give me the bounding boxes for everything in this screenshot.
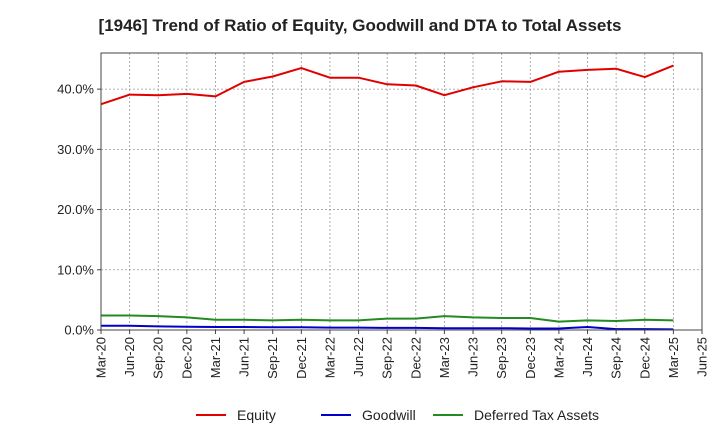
- x-tick-label: Sep-23: [494, 337, 509, 379]
- chart-title: [1946] Trend of Ratio of Equity, Goodwil…: [99, 16, 622, 35]
- y-tick-label: 10.0%: [57, 262, 94, 277]
- legend-label-equity: Equity: [237, 407, 276, 423]
- plot-area: [100, 52, 703, 331]
- y-tick-label: 20.0%: [57, 202, 94, 217]
- x-tick-label: Dec-23: [523, 337, 538, 379]
- y-axis: 0.0% 10.0% 20.0% 30.0% 40.0%: [57, 82, 101, 338]
- series-line-deferred-tax-assets: [101, 314, 674, 323]
- x-tick-label: Jun-20: [122, 337, 137, 377]
- x-tick-label: Jun-23: [466, 337, 481, 377]
- x-tick-label: Sep-24: [609, 337, 624, 379]
- x-tick-label: Jun-22: [351, 337, 366, 377]
- x-tick-label: Jun-24: [580, 337, 595, 377]
- legend: Equity Goodwill Deferred Tax Assets: [196, 407, 599, 423]
- y-tick-label: 30.0%: [57, 142, 94, 157]
- gridlines: [101, 53, 702, 330]
- x-tick-label: Jun-25: [695, 337, 710, 377]
- y-tick-label: 40.0%: [57, 82, 94, 97]
- x-tick-label: Mar-23: [437, 337, 452, 378]
- y-tick-label: 0.0%: [64, 323, 94, 338]
- x-axis: Mar-20 Jun-20 Sep-20 Dec-20 Mar-21 Jun-21 Sep-…: [94, 330, 710, 379]
- x-tick-label: Jun-21: [237, 337, 252, 377]
- series-line-goodwill: [101, 324, 674, 331]
- x-tick-label: Sep-22: [380, 337, 395, 379]
- x-tick-label: Dec-21: [294, 337, 309, 379]
- legend-label-goodwill: Goodwill: [362, 407, 416, 423]
- legend-label-deferred-tax-assets: Deferred Tax Assets: [474, 407, 599, 423]
- series-lines: [100, 64, 674, 331]
- x-tick-label: Sep-21: [265, 337, 280, 379]
- x-tick-label: Mar-22: [322, 337, 337, 378]
- x-tick-label: Mar-25: [666, 337, 681, 378]
- x-tick-label: Mar-20: [94, 337, 109, 378]
- x-tick-label: Mar-21: [208, 337, 223, 378]
- x-tick-label: Dec-24: [637, 337, 652, 379]
- x-tick-label: Dec-20: [179, 337, 194, 379]
- series-line-equity: [100, 64, 674, 106]
- x-tick-label: Mar-24: [551, 337, 566, 378]
- x-tick-label: Dec-22: [408, 337, 423, 379]
- x-tick-label: Sep-20: [151, 337, 166, 379]
